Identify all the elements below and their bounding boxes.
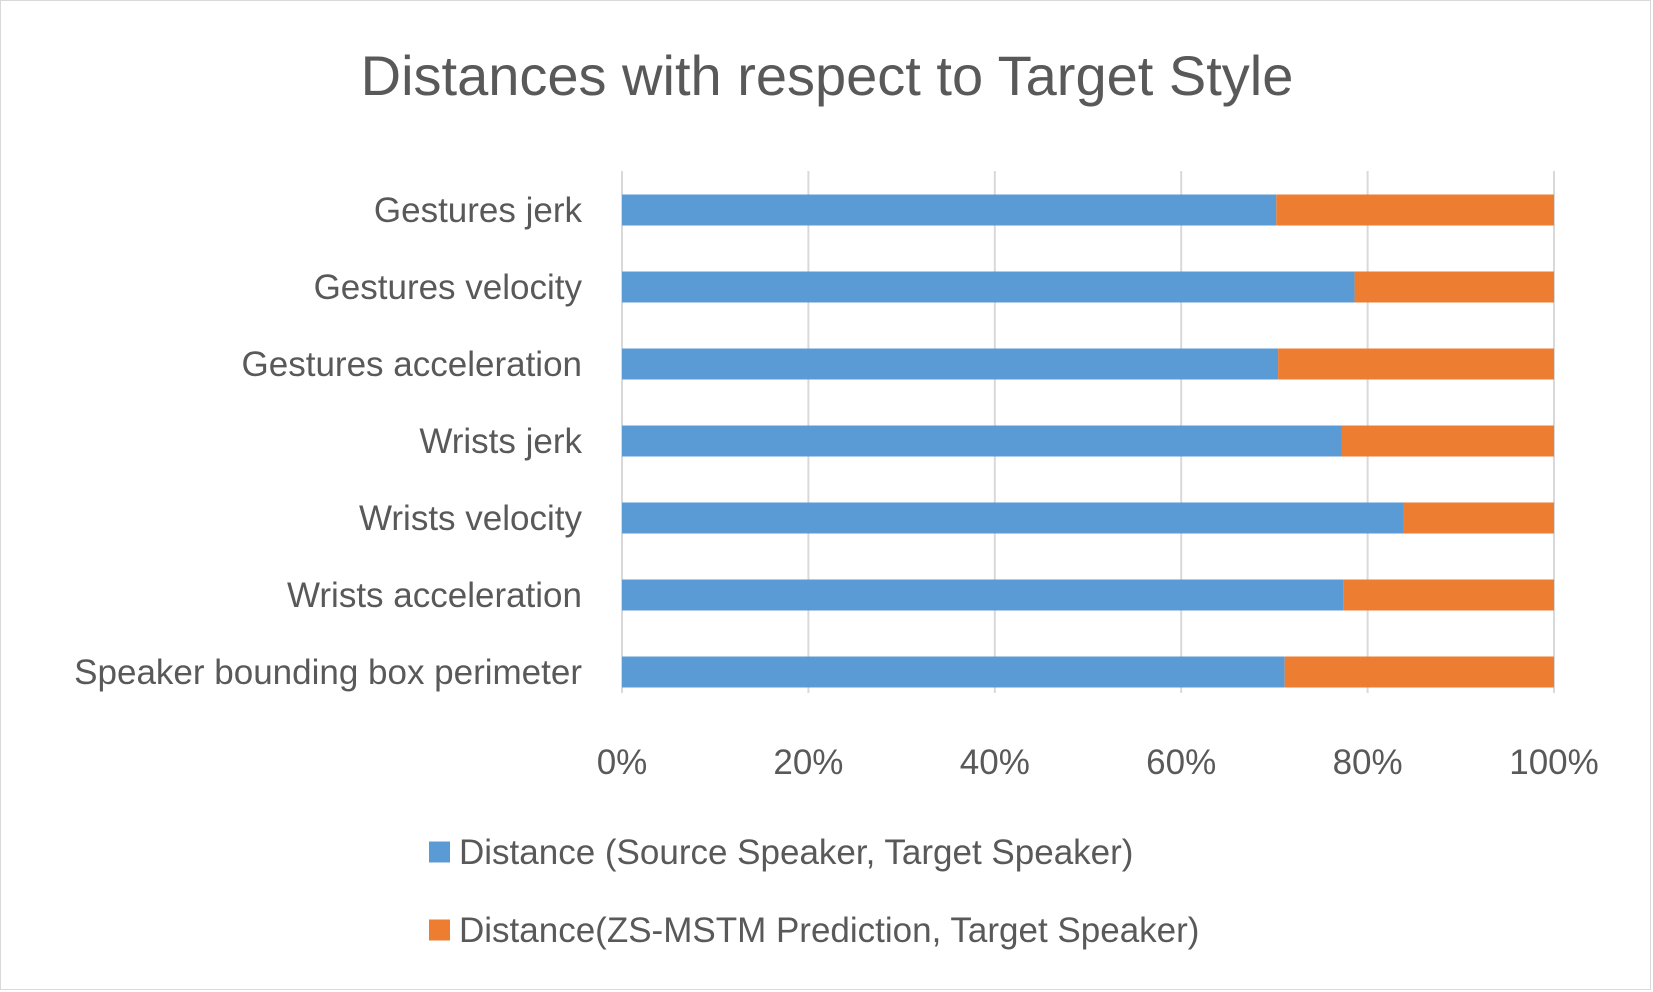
x-tick-label: 0% [597,743,648,782]
category-label: Speaker bounding box perimeter [74,653,582,692]
x-tick-label: 100% [1509,743,1599,782]
x-tick-label: 40% [960,743,1030,782]
bar-segment-series2 [1341,425,1554,457]
x-tick-label: 80% [1333,743,1403,782]
x-tick-label: 60% [1146,743,1216,782]
bar-segment-series2 [1343,579,1554,611]
bar-segment-series2 [1284,656,1554,688]
category-label: Wrists velocity [359,499,582,538]
bar-segment-series1 [622,194,1277,226]
legend-swatch-series2 [429,919,450,941]
legend-swatch-series1 [429,841,450,863]
legend-label-series2: Distance(ZS-MSTM Prediction, Target Spea… [459,911,1199,950]
category-label: Gestures velocity [314,268,583,307]
legend: Distance (Source Speaker, Target Speaker… [429,833,1199,950]
chart-title: Distances with respect to Target Style [361,44,1294,107]
category-label: Gestures acceleration [242,345,582,384]
bar-segment-series2 [1354,271,1554,303]
bar-segment-series1 [622,579,1344,611]
bar-segment-series2 [1403,502,1554,534]
category-labels: Gestures jerk Gestures velocity Gestures a… [74,191,582,692]
x-tick-label: 20% [773,743,843,782]
bar-segment-series1 [622,271,1355,303]
legend-label-series1: Distance (Source Speaker, Target Speaker… [459,833,1133,872]
category-label: Gestures jerk [374,191,583,230]
bar-segment-series2 [1278,348,1554,380]
bars [622,194,1554,688]
bar-segment-series1 [622,425,1342,457]
bar-segment-series1 [622,502,1404,534]
category-label: Wrists jerk [419,422,582,461]
x-tick-labels: 0% 20% 40% 60% 80% 100% [597,743,1599,782]
category-label: Wrists acceleration [287,576,582,615]
bar-segment-series2 [1276,194,1554,226]
bar-segment-series1 [622,656,1285,688]
bar-segment-series1 [622,348,1279,380]
